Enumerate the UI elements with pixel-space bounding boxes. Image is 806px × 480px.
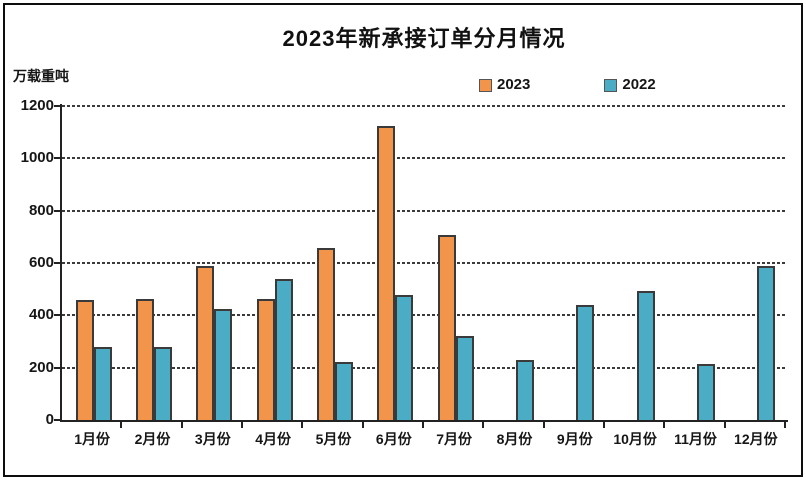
bar-2022-1月份 [93,347,112,420]
legend: 2023 2022 [479,76,656,93]
x-tick-mark [241,422,243,428]
x-tick-mark [120,422,123,428]
gridline-200 [62,366,786,369]
x-tick-mark [482,422,485,428]
bar-2022-12月份 [757,266,776,420]
bar-2022-9月份 [576,305,595,420]
bar-2022-11月份 [696,364,715,420]
y-tick-label: 1200 [20,97,54,114]
y-tick-mark [54,366,60,369]
x-axis-label-4月份: 4月份 [255,431,292,447]
bar-2022-7月份 [455,336,474,420]
x-tick-mark [603,422,605,428]
x-axis-label-11月份: 11月份 [674,431,717,447]
x-axis-label-3月份: 3月份 [194,431,231,447]
legend-swatch-2023 [479,78,492,92]
x-axis-label-8月份: 8月份 [496,431,533,447]
gridline-600 [62,262,786,264]
y-tick-label: 400 [28,306,54,324]
y-tick-mark [54,262,60,264]
legend-item-2023: 2023 [479,76,531,93]
x-axis-label-1月份: 1月份 [74,431,111,447]
bar-2022-6月份 [395,295,414,420]
gridline-1000 [62,157,786,160]
y-tick-mark [54,157,60,160]
y-tick-label: 800 [28,201,54,219]
x-axis-label-10月份: 10月份 [613,431,657,447]
y-tick-mark [54,314,60,317]
x-tick-mark [361,422,364,428]
bar-2023-1月份 [75,300,94,420]
x-tick-mark [784,422,786,428]
x-tick-mark [542,422,545,428]
gridline-800 [62,209,786,212]
y-axis-unit-label: 万载重吨 [13,68,69,84]
bar-2022-3月份 [214,309,233,420]
legend-item-2022: 2022 [604,76,656,93]
x-axis-label-7月份: 7月份 [436,431,473,447]
x-axis-label-12月份: 12月份 [734,431,778,447]
x-axis-label-6月份: 6月份 [375,431,412,447]
y-tick-label: 200 [28,358,54,376]
y-tick-label: 1000 [20,149,54,167]
x-tick-mark [180,422,183,428]
gridline-400 [62,314,786,317]
x-tick-mark [723,422,726,428]
y-axis-line [60,104,62,422]
plot-area [62,105,786,420]
chart-title: 2023年新承接订单分月情况 [282,26,566,51]
gridline-1200 [62,105,786,107]
x-tick-mark [301,422,304,428]
x-axis-label-2月份: 2月份 [134,431,171,447]
y-tick-mark [54,419,60,421]
legend-swatch-2022 [604,78,618,92]
bar-2022-5月份 [334,362,353,420]
x-tick-mark [663,422,666,428]
bar-2023-2月份 [135,299,154,420]
legend-label: 2022 [622,76,656,93]
x-axis-label-9月份: 9月份 [556,431,593,447]
bar-2023-3月份 [196,266,215,420]
y-tick-label: 600 [28,254,54,271]
bar-2022-4月份 [274,279,293,420]
bar-2022-8月份 [515,360,534,420]
legend-label: 2023 [497,76,531,93]
bar-2023-7月份 [437,235,456,420]
bar-2022-10月份 [636,291,655,420]
bar-2022-2月份 [153,347,172,420]
bar-2023-6月份 [377,126,396,420]
x-axis-label-5月份: 5月份 [315,431,352,447]
x-tick-mark [422,422,424,428]
y-tick-mark [54,105,60,107]
y-tick-mark [54,209,60,212]
bar-2023-4月份 [256,299,275,420]
bar-2023-5月份 [316,248,335,420]
x-axis-line [60,420,788,422]
y-tick-label: 0 [45,411,54,428]
